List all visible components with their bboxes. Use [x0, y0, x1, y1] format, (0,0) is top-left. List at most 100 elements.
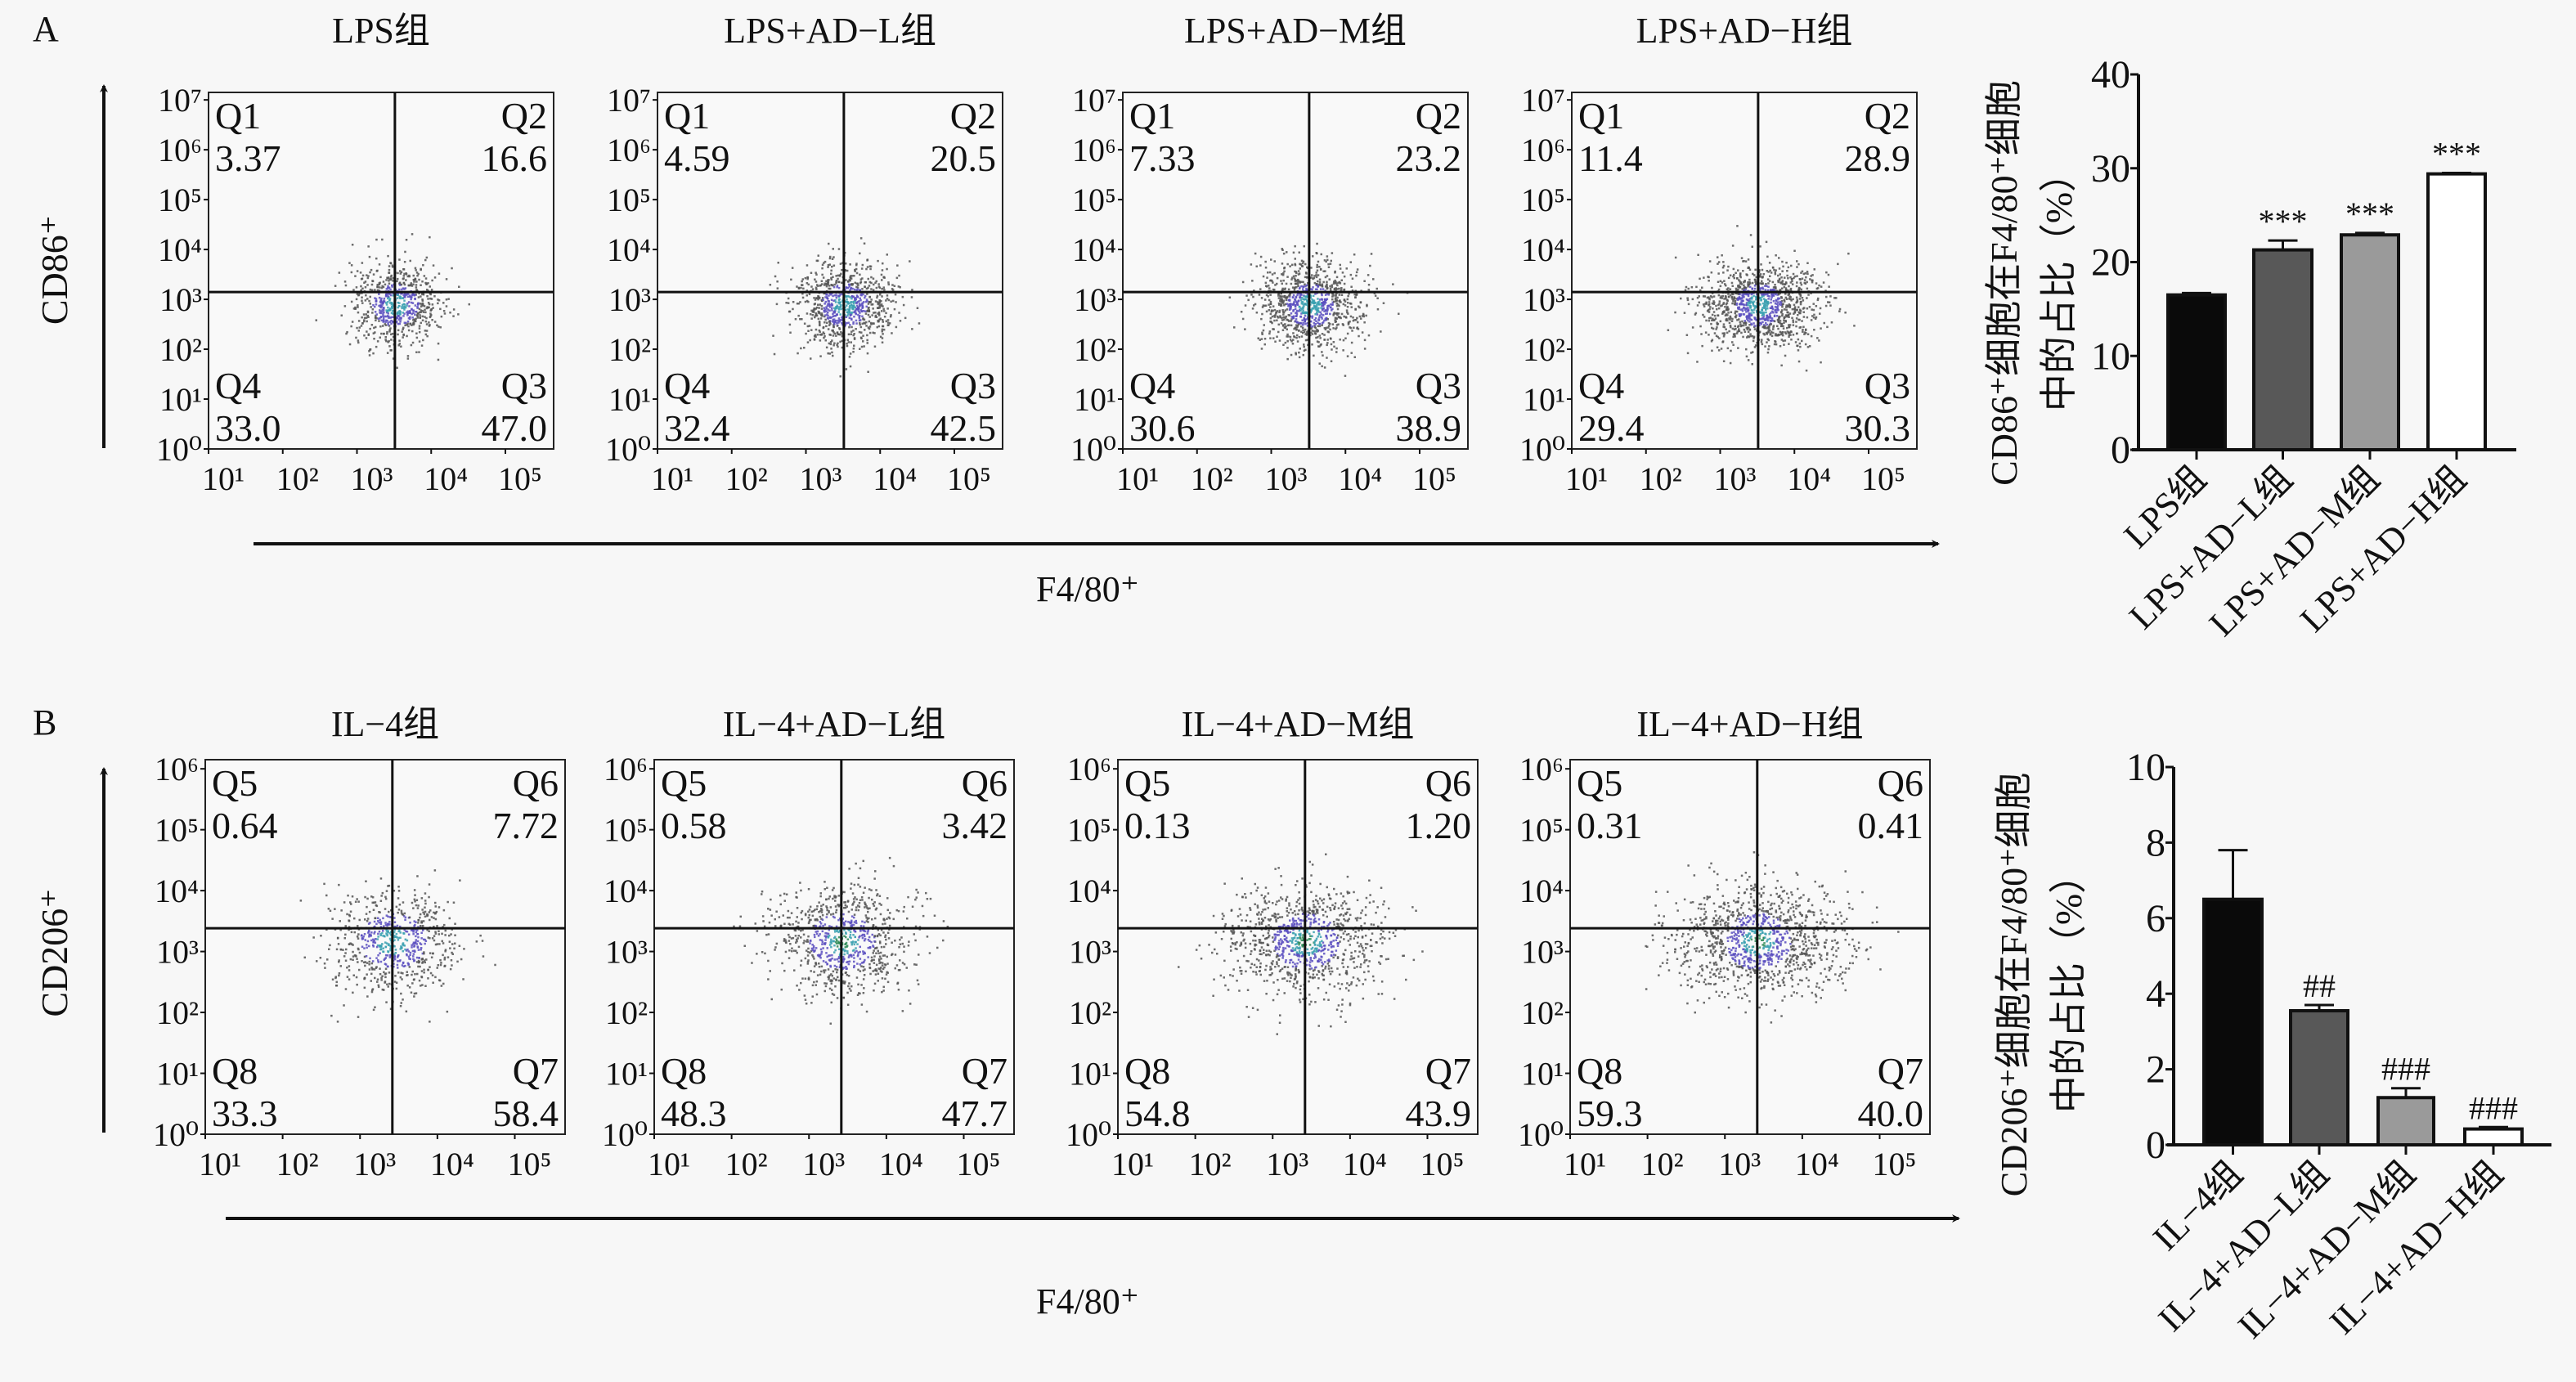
event-dot — [1781, 260, 1784, 263]
event-dot — [1733, 334, 1736, 337]
event-dot — [1291, 276, 1294, 279]
event-dot — [1324, 299, 1326, 302]
event-dot — [891, 941, 893, 944]
event-dot — [1324, 309, 1327, 312]
event-dot — [418, 351, 420, 353]
event-dot — [1775, 340, 1777, 343]
event-dot — [1303, 305, 1305, 307]
event-dot — [361, 287, 364, 290]
event-dot — [380, 286, 384, 289]
event-dot — [1359, 301, 1362, 303]
quadrant-name: Q1 — [215, 95, 261, 137]
event-dot — [1717, 294, 1721, 297]
flow-plot: IL−4+AD−L组Q50.58Q63.42Q848.3Q747.710⁰10¹… — [602, 704, 1015, 1182]
event-dot — [410, 929, 413, 931]
event-dot — [1273, 316, 1277, 318]
event-dot — [1804, 272, 1807, 275]
event-dot — [1799, 301, 1802, 303]
event-dot — [1798, 342, 1802, 345]
event-dot — [363, 977, 366, 980]
event-dot — [1382, 302, 1385, 304]
event-dot — [1747, 330, 1750, 334]
event-dot — [852, 330, 855, 332]
event-dot — [1754, 317, 1757, 320]
event-dot — [739, 915, 742, 918]
event-dot — [846, 311, 849, 314]
event-dot — [415, 332, 418, 334]
event-dot — [1750, 298, 1753, 300]
event-dot — [819, 324, 821, 327]
event-dot — [365, 313, 367, 316]
event-dot — [834, 319, 837, 322]
event-dot — [1259, 255, 1263, 258]
event-dot — [393, 921, 397, 923]
event-dot — [388, 299, 391, 302]
event-dot — [1776, 319, 1779, 321]
event-dot — [848, 868, 850, 870]
event-dot — [878, 895, 882, 897]
event-dot — [375, 303, 378, 306]
event-dot — [1335, 320, 1337, 323]
event-dot — [1298, 335, 1301, 339]
event-dot — [1304, 298, 1307, 301]
event-dot — [887, 298, 891, 302]
event-dot — [1350, 341, 1353, 344]
event-dot — [1326, 357, 1328, 359]
event-dot — [859, 950, 861, 953]
event-dot — [1335, 298, 1338, 302]
event-dot — [383, 989, 385, 991]
event-dot — [367, 333, 370, 335]
x-tick-label: 10² — [725, 460, 768, 497]
event-dot — [409, 316, 411, 318]
event-dot — [1287, 288, 1290, 291]
event-dot — [348, 262, 351, 264]
event-dot — [1793, 303, 1796, 307]
event-dot — [387, 922, 389, 926]
event-dot — [407, 963, 410, 967]
event-dot — [813, 971, 815, 973]
event-dot — [866, 300, 868, 303]
event-dot — [1340, 312, 1344, 316]
event-dot — [1278, 303, 1281, 306]
event-dot — [399, 925, 402, 928]
event-dot — [819, 303, 822, 306]
event-dot — [1266, 276, 1268, 279]
event-dot — [1779, 322, 1781, 325]
y-tick-label: 10⁰ — [156, 431, 202, 468]
event-dot — [408, 966, 411, 968]
event-dot — [1277, 302, 1281, 305]
event-dot — [1811, 315, 1814, 317]
x-tick-label: 10³ — [1265, 460, 1308, 497]
event-dot — [409, 312, 412, 314]
event-dot — [1774, 334, 1777, 337]
event-dot — [378, 263, 381, 266]
event-dot — [803, 347, 806, 349]
event-dot — [393, 931, 396, 933]
event-dot — [1731, 298, 1734, 301]
event-dot — [373, 326, 375, 330]
event-dot — [860, 345, 864, 348]
event-dot — [858, 305, 861, 307]
event-dot — [388, 937, 392, 940]
event-dot — [873, 935, 877, 937]
event-dot — [1811, 274, 1814, 276]
event-dot — [1737, 306, 1739, 309]
event-dot — [1766, 293, 1769, 295]
event-dot — [398, 339, 401, 342]
event-dot — [1767, 339, 1770, 342]
event-dot — [863, 974, 866, 976]
event-dot — [414, 304, 417, 307]
event-dot — [1811, 280, 1814, 284]
event-dot — [1295, 300, 1298, 303]
event-dot — [434, 901, 437, 904]
event-dot — [1701, 344, 1703, 348]
event-dot — [1339, 282, 1342, 285]
event-dot — [1326, 310, 1329, 312]
event-dot — [427, 307, 430, 309]
event-dot — [835, 313, 838, 316]
event-dot — [886, 918, 888, 920]
event-dot — [1305, 284, 1308, 287]
event-dot — [1392, 283, 1394, 285]
event-dot — [454, 922, 456, 925]
event-dot — [1294, 303, 1297, 307]
